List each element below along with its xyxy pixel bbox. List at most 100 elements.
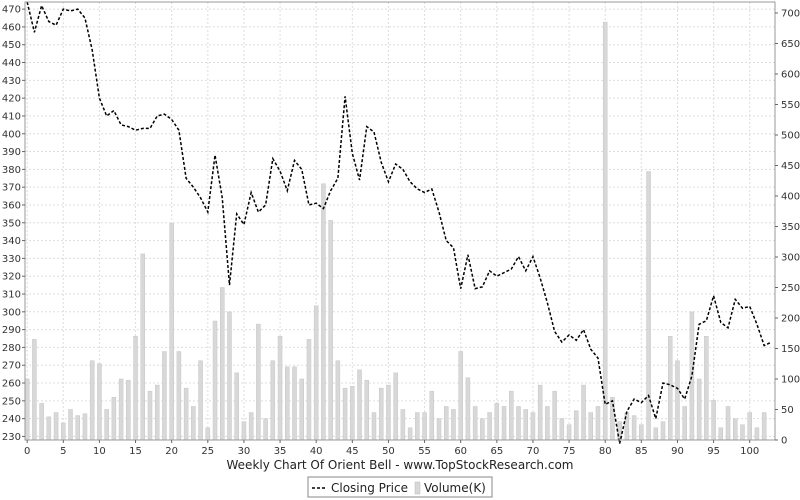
volume-bar: [537, 384, 543, 441]
volume-bar: [364, 379, 370, 441]
volume-bar: [241, 421, 247, 441]
volume-bar: [378, 387, 384, 441]
x-tick-label: 75: [563, 446, 576, 457]
volume-bar: [733, 418, 738, 441]
volume-bar: [602, 21, 608, 441]
volume-bar: [566, 424, 572, 441]
x-tick-label: 0: [24, 446, 30, 457]
volume-bar: [212, 320, 218, 441]
volume-bar: [75, 415, 80, 441]
x-tick-label: 20: [165, 446, 178, 457]
volume-bar: [53, 412, 59, 441]
volume-bar: [169, 223, 174, 441]
left-tick-label: 310: [2, 290, 21, 301]
right-tick-label: 50: [781, 405, 794, 416]
x-tick-label: 15: [129, 446, 142, 457]
x-tick-label: 55: [418, 446, 431, 457]
volume-bar: [581, 384, 586, 441]
x-tick-label: 35: [274, 446, 287, 457]
left-tick-label: 260: [2, 379, 21, 390]
volume-bar: [509, 390, 514, 441]
closing-price-line: [26, 1, 772, 444]
volume-bar: [436, 418, 442, 441]
legend-volume-swatch: [414, 481, 421, 495]
volume-bar: [299, 378, 304, 441]
volume-bar: [111, 397, 117, 441]
volume-bar: [285, 366, 290, 441]
volume-bar: [198, 360, 203, 441]
volume-bar: [610, 397, 615, 441]
volume-bar: [248, 412, 254, 441]
x-tick-label: 50: [382, 446, 395, 457]
volume-bar: [147, 390, 153, 441]
x-tick-label: 25: [201, 446, 214, 457]
volume-bar: [140, 253, 146, 441]
volume-bar: [480, 418, 485, 441]
volume-bar: [205, 427, 211, 441]
x-tick-label: 95: [707, 446, 720, 457]
x-tick-label: 5: [60, 446, 66, 457]
left-tick-label: 280: [2, 343, 21, 354]
volume-bar: [39, 403, 44, 441]
left-tick-label: 360: [2, 200, 21, 211]
volume-bar: [761, 412, 767, 441]
volume-bar: [357, 369, 362, 441]
volume-bar: [263, 418, 268, 441]
volume-bar: [660, 421, 666, 441]
left-tick-label: 390: [2, 147, 21, 158]
x-tick-label: 90: [671, 446, 684, 457]
volume-bar: [711, 400, 716, 441]
left-tick-label: 270: [2, 361, 21, 372]
volume-bar: [176, 351, 182, 441]
x-tick-label: 60: [454, 446, 467, 457]
legend-volume-label: Volume(K): [424, 481, 486, 495]
volume-bar: [234, 372, 239, 441]
right-tick-label: 550: [781, 100, 800, 111]
volume-bar: [696, 378, 702, 441]
volume-bars: [24, 21, 767, 441]
legend-box: [307, 476, 493, 498]
left-tick-label: 290: [2, 325, 21, 336]
volume-bar: [220, 287, 225, 441]
volume-bar: [328, 220, 333, 441]
volume-bar: [183, 387, 189, 441]
right-volume-axis: 0 50 100 150 200 250 300 350 400 450 500 550 600 650 7…: [775, 8, 800, 447]
right-tick-label: 400: [781, 191, 800, 202]
left-tick-label: 470: [2, 5, 21, 16]
x-tick-label: 30: [238, 446, 251, 457]
volume-bar: [313, 305, 319, 441]
left-tick-label: 450: [2, 40, 21, 51]
volume-bar: [126, 379, 131, 441]
volume-bar: [32, 339, 37, 441]
volume-bar: [451, 409, 456, 441]
right-tick-label: 300: [781, 252, 800, 263]
right-tick-label: 350: [781, 222, 800, 233]
plot-border: [24, 1, 776, 441]
volume-bar: [82, 413, 88, 441]
volume-bar: [530, 412, 536, 441]
volume-bar: [552, 390, 557, 441]
x-axis: 0 5 10 15 20 25 30 35 40 45 50 55 60 65 70 75 80 85 90 95 10…: [24, 440, 759, 457]
x-tick-label: 65: [490, 446, 503, 457]
right-tick-label: 100: [781, 374, 800, 385]
volume-bar: [501, 406, 507, 441]
volume-bar: [104, 409, 109, 441]
volume-bar: [545, 406, 550, 441]
volume-bar: [321, 183, 326, 441]
volume-bar: [443, 406, 449, 441]
volume-bar: [97, 363, 102, 441]
right-tick-label: 200: [781, 313, 800, 324]
left-tick-label: 440: [2, 58, 21, 69]
volume-bar: [61, 422, 66, 441]
x-tick-label: 85: [635, 446, 648, 457]
volume-bar: [472, 406, 478, 441]
x-tick-label: 40: [310, 446, 323, 457]
volume-bar: [458, 351, 463, 441]
volume-bar: [335, 360, 341, 441]
left-price-axis: 230 240 250 260 270 280 290 300 310 320 330 340 350 3…: [2, 5, 25, 443]
volume-bar: [24, 378, 30, 441]
right-tick-label: 600: [781, 69, 800, 80]
volume-bar: [487, 412, 492, 441]
left-tick-label: 460: [2, 22, 21, 33]
